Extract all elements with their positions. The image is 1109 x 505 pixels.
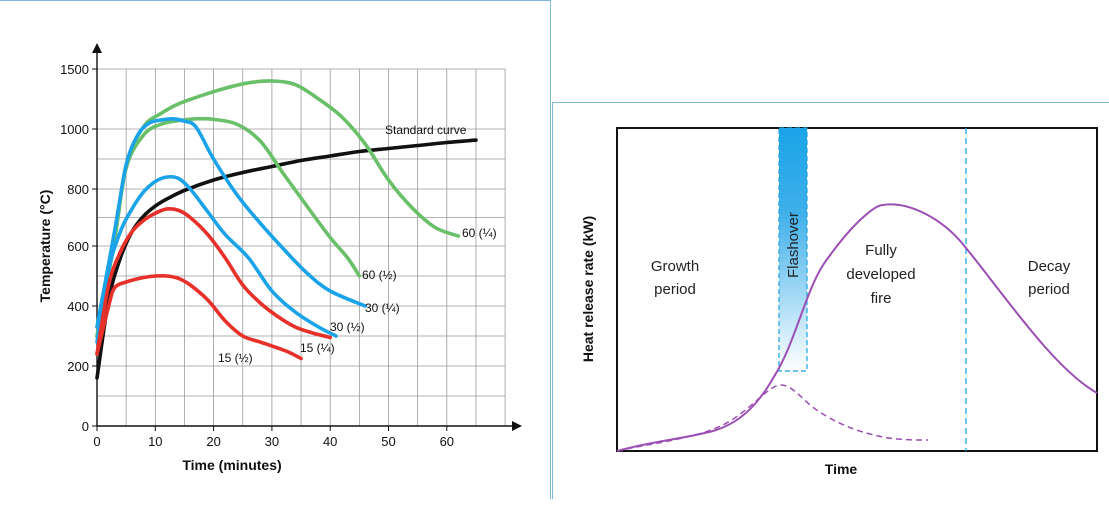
- x-tick-label: 10: [148, 434, 162, 449]
- x-tick-label: 0: [93, 434, 100, 449]
- decay-label-line1: Decay: [1028, 258, 1071, 275]
- x-tick-labels: 0 10 20 30 40 50 60: [93, 426, 454, 449]
- x-axis-title: Time (minutes): [182, 457, 281, 473]
- label-15-half: 15 (½): [218, 351, 253, 365]
- flashover-band: [778, 127, 808, 372]
- y-tick-label: 400: [67, 299, 89, 314]
- label-60-half: 60 (½): [362, 268, 397, 282]
- no-flashover-curve: [616, 384, 929, 452]
- y-tick-label: 800: [67, 182, 89, 197]
- label-60-quarter: 60 (¼): [462, 226, 497, 240]
- plot-frame: [616, 127, 1098, 452]
- y-tick-label: 600: [67, 239, 89, 254]
- label-30-quarter: 30 (¼): [365, 301, 400, 315]
- chart-grid: [97, 68, 506, 426]
- y-tick-labels: 0 200 400 600 800 1000 1500: [60, 62, 97, 434]
- growth-label-line1: Growth: [651, 258, 699, 275]
- developed-label-line1: Fully: [865, 242, 897, 259]
- label-standard-curve: Standard curve: [385, 123, 467, 137]
- series-line-30: [95, 116, 367, 329]
- decay-label-line2: period: [1028, 281, 1070, 298]
- x-axis-title: Time: [825, 461, 858, 477]
- x-tick-label: 30: [265, 434, 279, 449]
- x-tick-label: 40: [323, 434, 337, 449]
- chart-axes: [92, 43, 522, 431]
- y-tick-label: 200: [67, 359, 89, 374]
- temperature-chart-panel: 0 10 20 30 40 50 60 0 200 400 600 800 1000 1500 Time…: [0, 0, 551, 499]
- developed-label-line3: fire: [871, 290, 892, 307]
- heat-release-chart: Flashover Growth period Fully developed …: [580, 127, 1098, 477]
- x-tick-label: 60: [440, 434, 454, 449]
- developed-label-line2: developed: [846, 266, 915, 283]
- label-15-quarter: 15 (¼): [300, 341, 335, 355]
- x-tick-label: 50: [381, 434, 395, 449]
- growth-label-line2: period: [654, 281, 696, 298]
- x-axis-arrow: [512, 421, 522, 431]
- series-line-15: [95, 273, 303, 361]
- series-line-30: [95, 174, 338, 344]
- heat-release-chart-panel: Flashover Growth period Fully developed …: [552, 102, 1109, 499]
- series-lines: [95, 79, 478, 380]
- y-tick-label: 0: [82, 419, 89, 434]
- temperature-time-chart: 0 10 20 30 40 50 60 0 200 400 600 800 1000 1500 Time…: [37, 43, 522, 473]
- y-axis-title: Heat release rate (kW): [580, 216, 596, 362]
- y-tick-label: 1000: [60, 122, 89, 137]
- label-30-half: 30 (½): [330, 320, 365, 334]
- y-axis-arrow: [92, 43, 102, 53]
- series-line-15: [95, 206, 332, 356]
- y-tick-label: 1500: [60, 62, 89, 77]
- heat-release-curve: [616, 203, 1098, 452]
- x-tick-label: 20: [206, 434, 220, 449]
- y-axis-title: Temperature (°C): [37, 190, 53, 303]
- flashover-label: Flashover: [785, 212, 802, 278]
